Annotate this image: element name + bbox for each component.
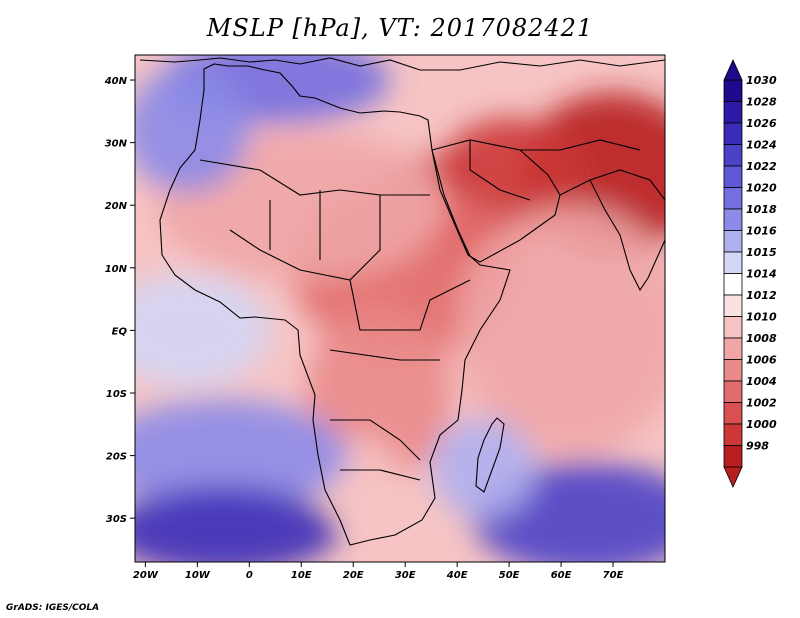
africa-outline bbox=[139, 57, 665, 546]
africa-coastline bbox=[159, 63, 511, 546]
colorbar-swatch bbox=[723, 359, 743, 382]
colorbar-swatch bbox=[723, 165, 743, 188]
borders-b bbox=[469, 139, 641, 201]
colorbar-swatch bbox=[723, 423, 743, 446]
pressure-region bbox=[457, 205, 665, 456]
pressure-region bbox=[135, 486, 338, 562]
pressure-region bbox=[431, 418, 536, 519]
lat-tick-label: EQ bbox=[112, 326, 128, 337]
india-outline bbox=[589, 169, 665, 292]
colorbar-label: 1010 bbox=[746, 311, 777, 324]
colorbar-label: 1000 bbox=[746, 418, 777, 431]
lat-tick-label: 30S bbox=[106, 514, 127, 525]
colorbar-label: 1014 bbox=[746, 268, 777, 281]
map-frame bbox=[134, 54, 666, 563]
colorbar-label: 998 bbox=[746, 440, 769, 453]
pressure-region bbox=[306, 305, 452, 481]
europe-coast bbox=[139, 57, 665, 71]
madagascar-outline bbox=[475, 417, 505, 493]
colorbar-swatch bbox=[723, 294, 743, 317]
colorbar-bottom-arrow bbox=[723, 466, 743, 488]
colorbar-swatch bbox=[723, 251, 743, 274]
colorbar-swatch bbox=[723, 273, 743, 296]
colorbar-swatch bbox=[723, 230, 743, 253]
lon-tick-label: 20W bbox=[133, 570, 159, 581]
colorbar-label: 1028 bbox=[746, 96, 777, 109]
colorbar-swatch bbox=[723, 316, 743, 339]
pressure-field bbox=[135, 55, 665, 562]
lat-tick-label: 30N bbox=[105, 139, 128, 150]
colorbar-label: 1006 bbox=[746, 354, 777, 367]
lon-tick-label: 0 bbox=[246, 570, 253, 581]
arabia-outline bbox=[431, 139, 561, 263]
lat-tick-label: 10N bbox=[105, 264, 128, 275]
colorbar-swatch bbox=[723, 79, 743, 102]
lat-tick-label: 20S bbox=[106, 452, 127, 463]
longitude-axis: 20W 10W 0 10E 20E 30E 40E 50E 60E 70E bbox=[133, 562, 624, 581]
colorbar-label: 1026 bbox=[746, 117, 777, 130]
colorbar-swatch bbox=[723, 122, 743, 145]
colorbar: 1030 1028 1026 1024 1022 1020 1018 1016 1015 1014… bbox=[723, 59, 777, 488]
lon-tick-label: 70E bbox=[603, 570, 624, 581]
colorbar-label: 1020 bbox=[746, 182, 777, 195]
colorbar-label: 1016 bbox=[746, 225, 777, 238]
colorbar-swatch bbox=[723, 101, 743, 124]
lon-tick-label: 50E bbox=[499, 570, 520, 581]
pressure-region bbox=[135, 67, 250, 193]
colorbar-swatch bbox=[723, 402, 743, 425]
map-plot-area bbox=[135, 55, 665, 562]
lon-tick-label: 10W bbox=[185, 570, 211, 581]
colorbar-swatch bbox=[723, 208, 743, 231]
lon-tick-label: 40E bbox=[446, 570, 468, 581]
colorbar-label: 1004 bbox=[746, 375, 777, 388]
credit-text: GrADS: IGES/COLA bbox=[6, 603, 100, 613]
latitude-axis: 40N 30N 20N 10N EQ 10S 20S 30S bbox=[104, 76, 135, 525]
colorbar-label: 1018 bbox=[746, 203, 777, 216]
colorbar-swatch bbox=[723, 337, 743, 360]
map-title: MSLP [hPa], VT: 2017082421 bbox=[206, 14, 594, 42]
colorbar-label: 1008 bbox=[746, 332, 777, 345]
lat-tick-label: 40N bbox=[104, 76, 128, 87]
colorbar-label: 1002 bbox=[746, 397, 777, 410]
lon-tick-label: 30E bbox=[395, 570, 416, 581]
colorbar-label: 1024 bbox=[746, 139, 777, 152]
lon-tick-label: 20E bbox=[343, 570, 364, 581]
pressure-region bbox=[135, 399, 349, 512]
lon-tick-label: 60E bbox=[551, 570, 572, 581]
colorbar-label: 1015 bbox=[746, 246, 777, 259]
borders-a bbox=[199, 159, 471, 481]
colorbar-top-arrow bbox=[723, 59, 743, 81]
colorbar-label: 1030 bbox=[746, 74, 777, 87]
lon-tick-label: 10E bbox=[291, 570, 312, 581]
colorbar-swatch bbox=[723, 445, 743, 468]
pressure-region bbox=[135, 274, 271, 387]
colorbar-label: 1012 bbox=[746, 289, 777, 302]
lat-tick-label: 10S bbox=[106, 389, 127, 400]
colorbar-swatch bbox=[723, 380, 743, 403]
colorbar-swatch bbox=[723, 187, 743, 210]
lat-tick-label: 20N bbox=[105, 201, 128, 212]
colorbar-label: 1022 bbox=[746, 160, 777, 173]
colorbar-swatch bbox=[723, 144, 743, 167]
